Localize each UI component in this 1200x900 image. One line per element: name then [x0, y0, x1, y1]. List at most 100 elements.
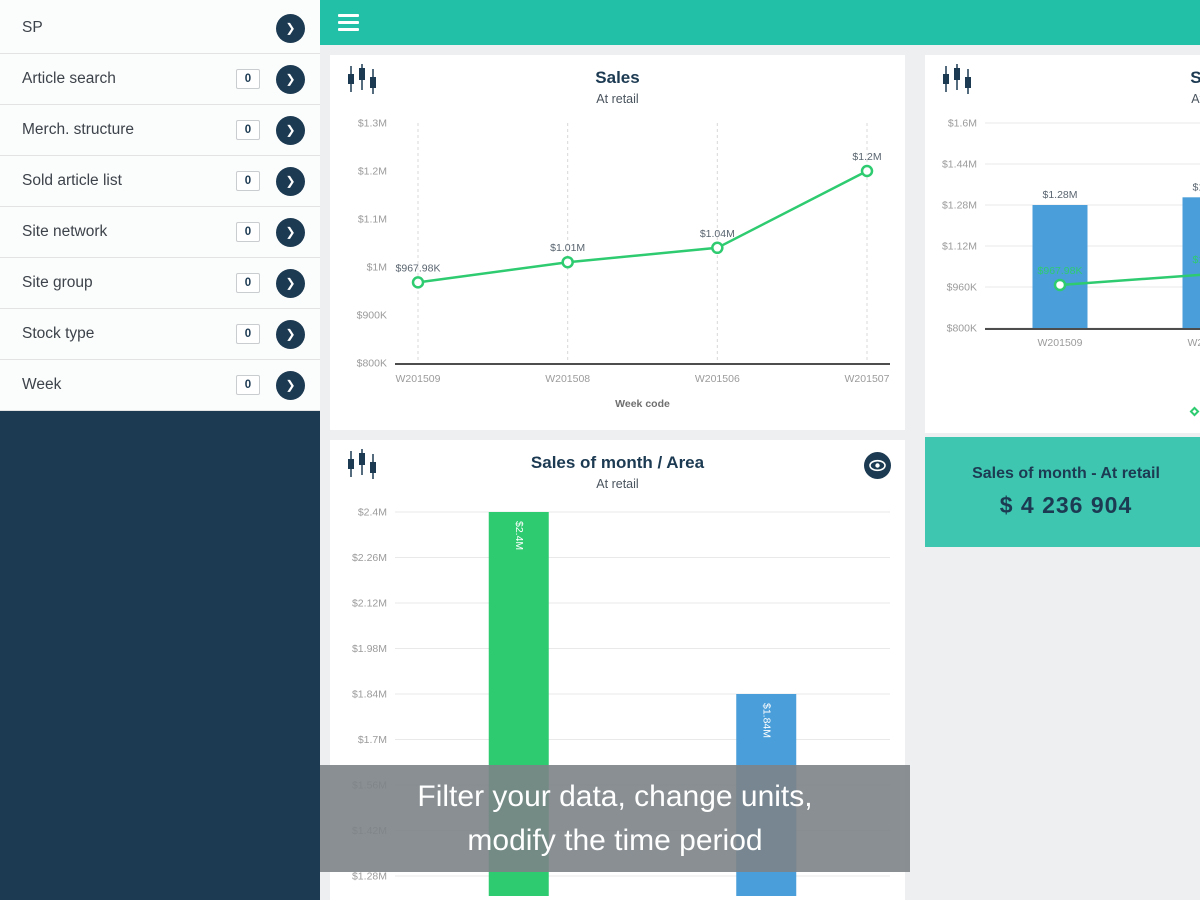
count-badge: 0 [236, 273, 260, 293]
y-tick-label: $1.6M [948, 118, 977, 130]
sidebar-item-merch-structure[interactable]: Merch. structure 0 ❯ [0, 105, 320, 156]
sidebar-item-week[interactable]: Week 0 ❯ [0, 360, 320, 411]
sidebar: SP ❯ Article search 0 ❯ Merch. structure… [0, 0, 320, 900]
card-sales-combo: Sales At retail $800K $960K $1.12M $1.28M $1… [925, 55, 1200, 433]
x-tick-label: W201508 [545, 373, 590, 385]
card-header: Sales At retail [330, 55, 905, 107]
chevron-right-icon: ❯ [285, 174, 296, 188]
data-point [411, 276, 425, 289]
hamburger-bar [338, 21, 359, 24]
card-header: Sales of month / Area At retail [330, 440, 905, 492]
y-tick-label: $1.3M [358, 118, 387, 130]
count-badge: 0 [236, 222, 260, 242]
chevron-right-icon: ❯ [285, 327, 296, 341]
x-tick-label: W201508 [1188, 337, 1200, 349]
count-badge: 0 [236, 120, 260, 140]
y-tick-label: $1.2M [358, 166, 387, 178]
sales-combo-chart: $800K $960K $1.12M $1.28M $1.44M $1.6M $1.28M $… [942, 118, 1200, 349]
y-tick-label: $1.84M [352, 689, 387, 701]
data-point [711, 241, 724, 255]
chevron-right-icon: ❯ [285, 225, 296, 239]
count-badge: 0 [236, 324, 260, 344]
sidebar-item-sp[interactable]: SP ❯ [0, 3, 320, 54]
y-tick-label: $1.98M [352, 643, 387, 655]
point-label: $1.04M [700, 228, 735, 240]
x-tick-label: W201509 [396, 373, 441, 385]
chevron-right-icon: ❯ [285, 378, 296, 392]
x-tick-label: W201509 [1038, 337, 1083, 349]
card-header: Sales At retail [925, 55, 1200, 107]
chart-legend: Sales [925, 405, 1200, 417]
sidebar-item-label: Week [22, 376, 62, 393]
bar-label: $1.84M [760, 703, 772, 738]
expand-button[interactable]: ❯ [276, 115, 305, 145]
y-tick-label: $1.28M [352, 871, 387, 883]
visibility-button[interactable] [864, 452, 891, 479]
sidebar-item-label: Site group [22, 274, 93, 291]
point-label: $967.98K [1038, 265, 1083, 277]
y-tick-label: $1.44M [942, 159, 977, 171]
point-label: $1.01M [550, 242, 585, 254]
chart-title: Sales [595, 68, 640, 87]
y-tick-label: $1.12M [942, 241, 977, 253]
filter-menu: SP ❯ Article search 0 ❯ Merch. structure… [0, 0, 320, 411]
chevron-right-icon: ❯ [285, 276, 296, 290]
sidebar-item-sold-article-list[interactable]: Sold article list 0 ❯ [0, 156, 320, 207]
topbar [320, 0, 1200, 45]
chevron-right-icon: ❯ [285, 123, 296, 137]
y-tick-label: $800K [947, 323, 977, 335]
bar-label: $2.4M [513, 521, 525, 550]
expand-button[interactable]: ❯ [276, 268, 305, 298]
x-axis-title: Week code [615, 398, 670, 410]
sidebar-item-site-network[interactable]: Site network 0 ❯ [0, 207, 320, 258]
sidebar-item-label: Stock type [22, 325, 95, 342]
data-point [1053, 278, 1067, 292]
coachmark-overlay: Filter your data, change units, modify t… [320, 765, 910, 872]
y-tick-label: $960K [947, 282, 977, 294]
summary-title: Sales of month - At retail [972, 465, 1160, 482]
data-point [860, 164, 874, 178]
card-summary: Sales of month - At retail $ 4 236 904 [925, 437, 1200, 547]
chart-subtitle: At retail [596, 92, 639, 106]
y-tick-label: $1.7M [358, 734, 387, 746]
chevron-right-icon: ❯ [285, 72, 296, 86]
expand-button[interactable]: ❯ [276, 166, 305, 196]
point-label: $1.01M [1192, 254, 1200, 266]
sidebar-item-label: Article search [22, 70, 116, 87]
chart-subtitle: At retail [596, 477, 639, 491]
expand-button[interactable]: ❯ [276, 13, 305, 43]
bar [1032, 205, 1088, 328]
expand-button[interactable]: ❯ [276, 64, 305, 94]
chart-icon [943, 64, 971, 94]
sidebar-item-label: Merch. structure [22, 121, 134, 138]
y-tick-label: $2.4M [358, 507, 387, 519]
y-tick-label: $1.28M [942, 200, 977, 212]
bar-label: $1.28M [1042, 189, 1077, 201]
hamburger-menu-icon[interactable] [338, 14, 359, 31]
chart-title: Sales [1190, 68, 1200, 87]
sidebar-item-label: Sold article list [22, 172, 122, 189]
card-sales-by-week: Sales At retail $800K $900K $1M $1.1M $1.2M $… [330, 55, 905, 430]
count-badge: 0 [236, 375, 260, 395]
y-tick-label: $2.12M [352, 598, 387, 610]
point-label: $1.2M [852, 151, 881, 163]
sidebar-item-site-group[interactable]: Site group 0 ❯ [0, 258, 320, 309]
chart-icon [348, 449, 376, 479]
sidebar-item-stock-type[interactable]: Stock type 0 ❯ [0, 309, 320, 360]
expand-button[interactable]: ❯ [276, 370, 305, 400]
x-tick-label: W201506 [695, 373, 740, 385]
chevron-right-icon: ❯ [285, 21, 296, 35]
overlay-text-line2: modify the time period [467, 823, 763, 857]
bar [1182, 197, 1200, 328]
overlay-text-line1: Filter your data, change units, [417, 780, 813, 813]
y-tick-label: $1.1M [358, 214, 387, 226]
y-tick-label: $1M [367, 262, 387, 274]
bar-label: $1.31M [1192, 181, 1200, 193]
expand-button[interactable]: ❯ [276, 319, 305, 349]
line-series [417, 169, 868, 284]
sidebar-item-article-search[interactable]: Article search 0 ❯ [0, 54, 320, 105]
data-point [561, 255, 574, 269]
expand-button[interactable]: ❯ [276, 217, 305, 247]
chart-subtitle: At retail [1191, 92, 1200, 106]
